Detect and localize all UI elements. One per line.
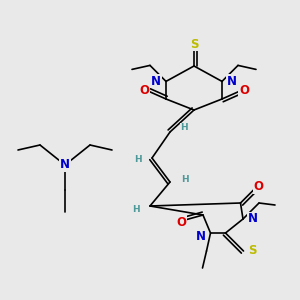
Text: O: O [176,215,186,229]
Text: H: H [134,155,142,164]
Text: N: N [227,75,237,88]
Text: H: H [132,206,140,214]
Text: H: H [180,124,188,133]
Text: H: H [181,176,189,184]
Text: S: S [248,244,257,257]
Text: N: N [60,158,70,172]
Text: N: N [248,212,258,226]
Text: N: N [151,75,161,88]
Text: O: O [254,181,263,194]
Text: S: S [190,38,198,50]
Text: N: N [196,230,206,242]
Text: O: O [239,85,249,98]
Text: O: O [139,85,149,98]
